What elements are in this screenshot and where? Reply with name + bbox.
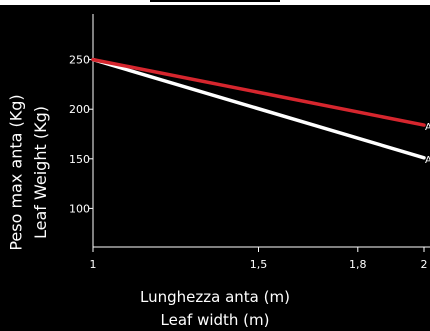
x-tick-label: 1,8 <box>349 258 367 271</box>
top-rule-notch <box>150 0 280 2</box>
x-axis-label-line-2: Leaf width (m) <box>160 311 270 329</box>
y-tick-label: 250 <box>69 54 90 67</box>
series-end-label-1: A <box>425 122 430 133</box>
y-tick-label: 150 <box>69 153 90 166</box>
series-line-2 <box>91 57 426 160</box>
y-tick-label: 200 <box>69 103 90 116</box>
series-line-1 <box>91 57 426 127</box>
x-tick-label: 1,5 <box>250 258 268 271</box>
x-tick-label: 2 <box>421 258 428 271</box>
y-axis-label-line-1: Peso max anta (Kg) <box>6 93 26 251</box>
y-tick-label: 100 <box>69 202 90 215</box>
series-end-label-2: A <box>425 155 430 166</box>
x-axis-label-line-1: Lunghezza anta (m) <box>140 288 290 306</box>
x-tick-label: 1 <box>90 258 97 271</box>
top-rule <box>0 0 430 5</box>
y-axis-label-line-2: Leaf Weight (Kg) <box>30 105 50 239</box>
